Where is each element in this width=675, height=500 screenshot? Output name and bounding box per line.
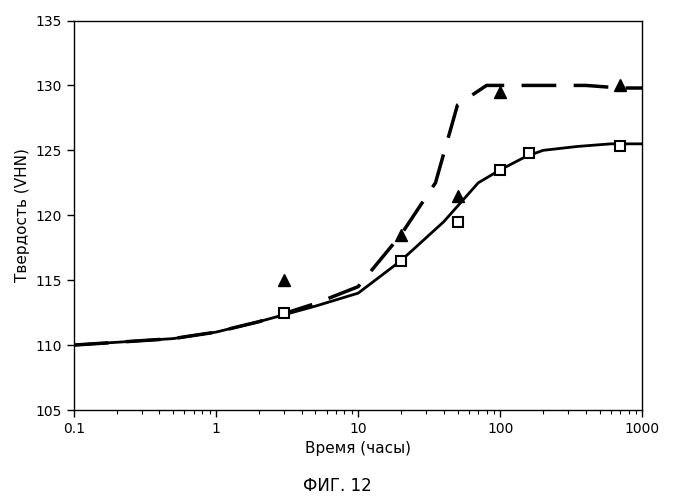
X-axis label: Время (часы): Время (часы) [305,442,411,456]
Text: ФИГ. 12: ФИГ. 12 [303,477,372,495]
Y-axis label: Твердость (VHN): Твердость (VHN) [15,148,30,282]
